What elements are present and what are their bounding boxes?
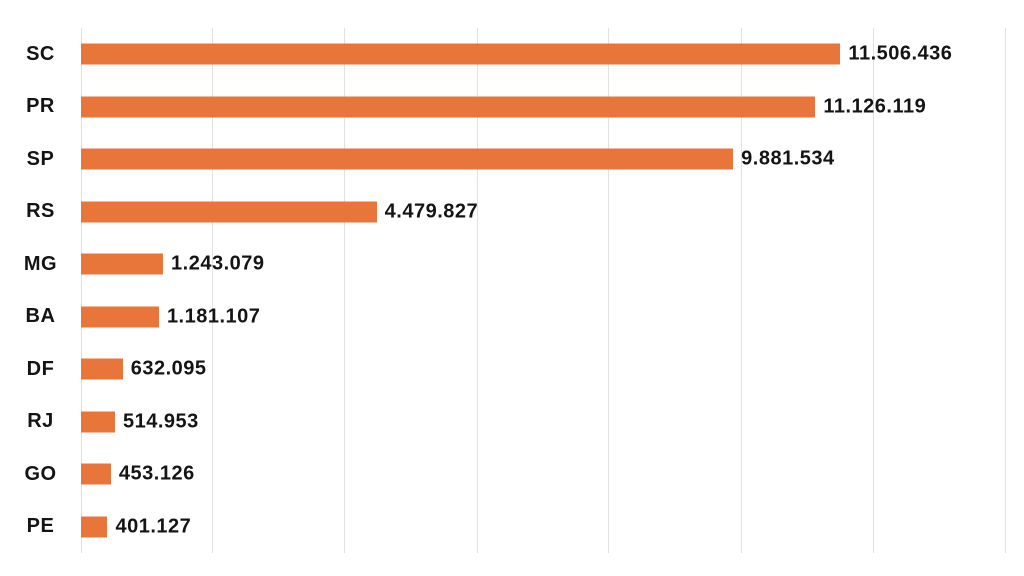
bar xyxy=(81,148,734,170)
bar-row: 11.126.119 xyxy=(81,81,1005,134)
category-label: MG xyxy=(23,252,58,275)
bar-row: 401.127 xyxy=(81,501,1005,554)
bar xyxy=(81,201,377,223)
category-axis: SC PR SP RS MG BA DF RJ GO PE xyxy=(0,28,81,553)
category-label: RS xyxy=(26,200,55,223)
bar xyxy=(81,411,115,433)
gridline xyxy=(740,28,742,553)
bar-row: 9.881.534 xyxy=(81,133,1005,186)
bar-row: 1.181.107 xyxy=(81,291,1005,344)
category-label: SP xyxy=(26,147,55,170)
bar xyxy=(81,358,123,380)
gridlines xyxy=(80,28,1006,553)
bar-row: 4.479.827 xyxy=(81,186,1005,239)
value-label: 1.243.079 xyxy=(171,252,265,275)
category-label: SC xyxy=(26,42,55,65)
value-label: 11.126.119 xyxy=(823,95,927,118)
plot-area: 11.506.436 11.126.119 9.881.534 4.479.827 1.… xyxy=(80,28,1006,553)
gridline xyxy=(872,28,874,553)
bar-row: 11.506.436 xyxy=(81,28,1005,81)
gridline xyxy=(476,28,478,553)
category-label: PE xyxy=(26,515,55,538)
category-label: BA xyxy=(25,305,56,328)
gridline xyxy=(608,28,610,553)
value-label: 514.953 xyxy=(122,410,199,433)
bar xyxy=(81,43,841,65)
bar-rows: 11.506.436 11.126.119 9.881.534 4.479.827 1.… xyxy=(81,28,1005,553)
bar-row: 514.953 xyxy=(81,396,1005,449)
category-label: DF xyxy=(26,357,55,380)
value-label: 453.126 xyxy=(118,462,195,485)
gridline xyxy=(344,28,346,553)
value-label: 401.127 xyxy=(115,515,192,538)
bar xyxy=(81,463,111,485)
bar xyxy=(81,253,164,275)
category-label: GO xyxy=(24,462,57,485)
gridline xyxy=(1004,28,1006,553)
bar xyxy=(81,96,816,118)
category-label: RJ xyxy=(27,410,54,433)
bar xyxy=(81,516,108,538)
gridline xyxy=(80,28,82,553)
value-label: 9.881.534 xyxy=(741,147,835,170)
value-label: 632.095 xyxy=(130,357,207,380)
bar-row: 632.095 xyxy=(81,343,1005,396)
gridline xyxy=(212,28,214,553)
bar-row: 1.243.079 xyxy=(81,238,1005,291)
value-label: 1.181.107 xyxy=(166,305,261,328)
bar-row: 453.126 xyxy=(81,448,1005,501)
value-label: 11.506.436 xyxy=(848,42,953,65)
category-label: PR xyxy=(26,95,55,118)
bar xyxy=(81,306,159,328)
value-label: 4.479.827 xyxy=(384,200,479,223)
